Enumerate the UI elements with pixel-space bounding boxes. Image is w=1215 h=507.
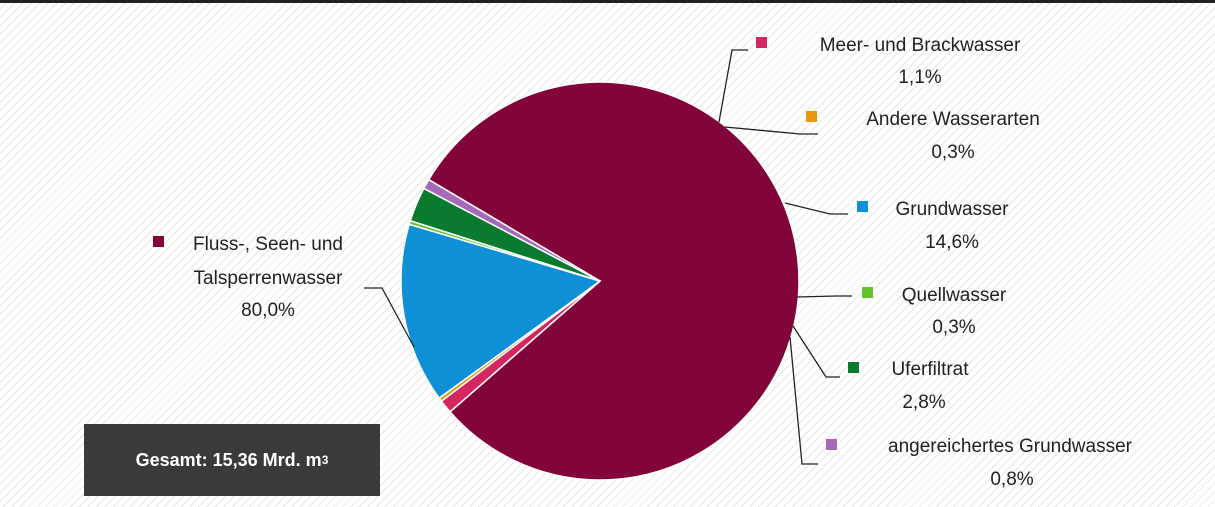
slice-name-uferfiltrat: Uferfiltrat: [891, 359, 969, 380]
slice-name-andere-wasserarten: Andere Wasserarten: [866, 109, 1040, 130]
slice-percent-meer-und-brackwasser: 1,1%: [898, 67, 941, 88]
pie-slice-grundwasser: [400, 223, 602, 400]
leader-line-angereichertes-grundwasser: [789, 336, 818, 465]
slice-name-meer-und-brackwasser: Meer- und Brackwasser: [820, 35, 1021, 56]
leader-line-quellwasser: [796, 295, 852, 298]
slice-name-quellwasser: Quellwasser: [902, 285, 1007, 306]
slice-percent-uferfiltrat: 2,8%: [902, 392, 945, 413]
legend-marker-angereichertes-grundwasser: [826, 439, 837, 450]
legend-marker-andere-wasserarten: [806, 111, 817, 122]
leader-line-meer-und-brackwasser: [718, 49, 748, 123]
leader-line-andere-wasserarten: [724, 126, 818, 135]
top-rule: [0, 0, 1215, 3]
slice-percent-andere-wasserarten: 0,3%: [931, 142, 974, 163]
legend-marker-fluss-seen-und-talsperrenwasser: [153, 236, 164, 247]
total-text: Gesamt: 15,36 Mrd. m: [135, 449, 322, 470]
slice-name-grundwasser: Grundwasser: [896, 199, 1010, 220]
slice-percent-grundwasser: 14,6%: [925, 232, 979, 253]
legend-marker-uferfiltrat: [848, 362, 859, 373]
slice-percent-quellwasser: 0,3%: [932, 317, 975, 338]
slice-name-angereichertes-grundwasser: angereichertes Grundwasser: [888, 436, 1133, 457]
pie-slice-angereichertes-grundwasser: [422, 178, 601, 282]
pie-slice-fluss-seen-und-talsperrenwasser: [427, 81, 800, 481]
leader-line-fluss-seen-und-talsperrenwasser: [364, 287, 415, 348]
total-superscript: 3: [321, 453, 329, 467]
legend-marker-meer-und-brackwasser: [756, 37, 767, 48]
leader-line-uferfiltrat: [792, 325, 840, 378]
slice-percent-fluss-seen-und-talsperrenwasser: 80,0%: [241, 300, 295, 321]
slice-name-fluss-seen-und-talsperrenwasser-line-2: Talsperrenwasser: [194, 268, 344, 289]
legend-marker-quellwasser: [862, 287, 873, 298]
slice-name-fluss-seen-und-talsperrenwasser-line-1: Fluss-, Seen- und: [193, 234, 343, 255]
leader-line-grundwasser: [784, 202, 848, 215]
slice-percent-angereichertes-grundwasser: 0,8%: [990, 469, 1033, 490]
legend-marker-grundwasser: [857, 201, 868, 212]
